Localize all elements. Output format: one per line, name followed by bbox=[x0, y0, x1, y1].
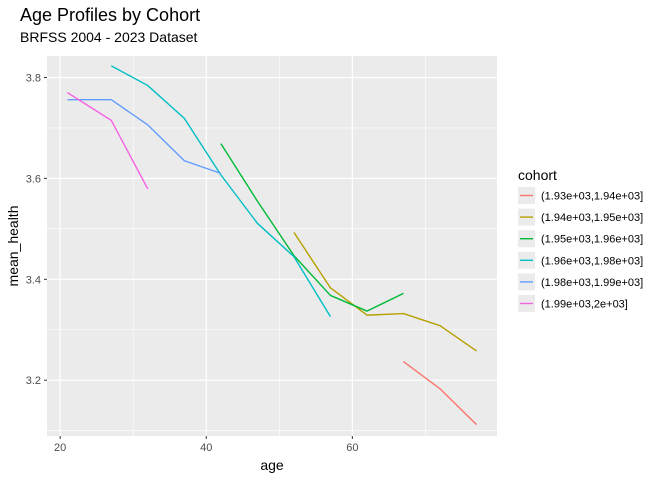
series-line-2 bbox=[293, 231, 477, 352]
y-tick-label: 3.2 bbox=[26, 375, 41, 387]
series-line-6 bbox=[67, 92, 149, 190]
x-tick-label: 60 bbox=[346, 442, 358, 454]
series-line-1 bbox=[403, 360, 478, 426]
series-line-5 bbox=[67, 98, 222, 175]
y-tick-label: 3.6 bbox=[26, 173, 41, 185]
legend-label-4: (1.96e+03,1.98e+03] bbox=[541, 255, 643, 267]
legend-title: cohort bbox=[518, 167, 557, 183]
y-axis-title: mean_health bbox=[5, 206, 21, 287]
axis-ticks-group: 20 40 60 3.2 3.4 3.6 3.8 bbox=[26, 72, 359, 454]
series-line-3 bbox=[220, 143, 404, 312]
x-tick-label: 20 bbox=[54, 442, 66, 454]
chart-title: Age Profiles by Cohort bbox=[20, 5, 200, 25]
y-tick-label: 3.8 bbox=[26, 72, 41, 84]
series-line-4 bbox=[110, 65, 332, 317]
legend-label-2: (1.94e+03,1.95e+03] bbox=[541, 212, 643, 224]
legend-label-6: (1.99e+03,2e+03] bbox=[541, 299, 628, 311]
x-tick-label: 40 bbox=[200, 442, 212, 454]
y-tick-label: 3.4 bbox=[26, 274, 41, 286]
legend-label-5: (1.98e+03,1.99e+03] bbox=[541, 277, 643, 289]
grid-group bbox=[47, 56, 497, 436]
series-group bbox=[67, 65, 478, 426]
chart-subtitle: BRFSS 2004 - 2023 Dataset bbox=[20, 29, 198, 45]
legend: cohort (1.93e+03,1.94e+03] (1.94e+03,1.95… bbox=[518, 167, 643, 312]
legend-label-3: (1.95e+03,1.96e+03] bbox=[541, 234, 643, 246]
x-axis-title: age bbox=[260, 457, 284, 473]
plot-panel bbox=[47, 56, 497, 436]
legend-label-1: (1.93e+03,1.94e+03] bbox=[541, 191, 643, 203]
